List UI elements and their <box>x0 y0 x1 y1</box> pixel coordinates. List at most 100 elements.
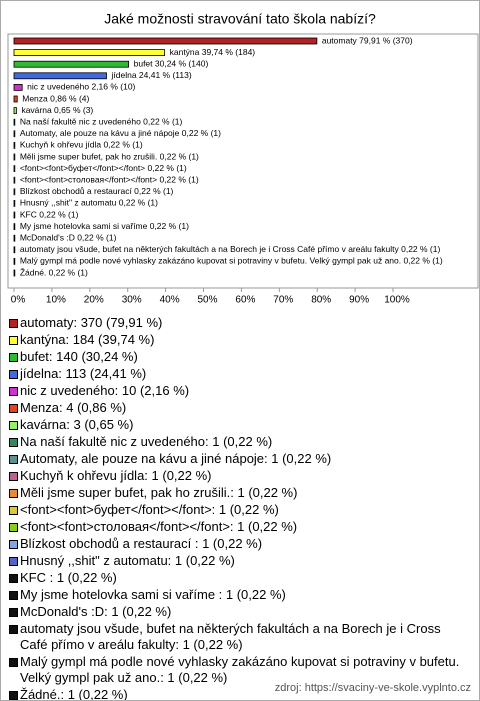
legend-swatch <box>9 404 18 413</box>
legend-swatch <box>9 506 18 515</box>
bar <box>13 223 16 231</box>
bar-label: automaty jsou všude, bufet na některých … <box>20 244 441 254</box>
legend-label: nic z uvedeného: 10 (2,16 %) <box>20 383 190 398</box>
bar-label: Hnusný ,,shit" z automatu 0,22 % (1) <box>20 198 158 208</box>
legend-item: Na naší fakultě nic z uvedeného: 1 (0,22… <box>9 434 464 450</box>
legend-item: Měli jsme super bufet, pak ho zrušili.: … <box>9 485 464 501</box>
x-tick-label: 70% <box>273 295 293 306</box>
legend-item: Malý gympl má podle nové vyhlasky zakázá… <box>9 654 464 686</box>
legend-item: Žádné.: 1 (0,22 %) <box>9 687 464 701</box>
bar-label: KFC 0,22 % (1) <box>20 209 79 219</box>
legend-swatch <box>9 557 18 566</box>
legend-label: automaty jsou všude, bufet na některých … <box>20 621 441 652</box>
legend-item: automaty: 370 (79,91 %) <box>9 315 464 331</box>
legend-item: automaty jsou všude, bufet na některých … <box>9 621 464 653</box>
legend-swatch <box>9 591 18 600</box>
bar-label: <font><font>столовая</font></font> 0,22 … <box>20 174 199 184</box>
legend-item: nic z uvedeného: 10 (2,16 %) <box>9 383 464 399</box>
legend-item: Blízkost obchodů a restaurací : 1 (0,22 … <box>9 536 464 552</box>
bar <box>13 37 318 45</box>
bar <box>13 234 16 242</box>
bar-label: jídelna 24,41 % (113) <box>111 70 192 80</box>
legend-label: <font><font>буфет</font></font>: 1 (0,22… <box>20 502 279 517</box>
bar <box>13 246 16 254</box>
x-tick-label: 40% <box>160 295 180 306</box>
x-tick-label: 80% <box>311 295 331 306</box>
legend-swatch <box>9 608 18 617</box>
bar <box>13 199 16 207</box>
legend-label: McDonald's :D: 1 (0,22 %) <box>20 604 172 619</box>
legend-swatch <box>9 455 18 464</box>
legend-swatch <box>9 438 18 447</box>
source: zdroj: https://svaciny-ve-skole.vyplnto.… <box>274 682 471 694</box>
legend-label: Menza: 4 (0,86 %) <box>20 400 127 415</box>
legend-swatch <box>9 472 18 481</box>
legend-item: McDonald's :D: 1 (0,22 %) <box>9 604 464 620</box>
chart-title: Jaké možnosti stravování tato škola nabí… <box>104 11 376 27</box>
bar <box>13 95 18 103</box>
bar-label: Na naší fakultě nic z uvedeného 0,22 % (… <box>20 116 183 126</box>
bar-label: Menza 0,86 % (4) <box>22 93 89 103</box>
legend-item: kavárna: 3 (0,65 %) <box>9 417 464 433</box>
bar-label: Malý gympl má podle nové vyhlasky zakázá… <box>20 256 443 266</box>
bar-label: kavárna 0,65 % (3) <box>21 105 93 115</box>
legend-swatch <box>9 540 18 549</box>
legend-label: My jsme hotelovka sami si vaříme : 1 (0,… <box>20 587 286 602</box>
bar <box>13 130 16 138</box>
legend-swatch <box>9 625 18 634</box>
legend-item: Menza: 4 (0,86 %) <box>9 400 464 416</box>
x-tick-label: 20% <box>84 295 104 306</box>
bar-label: Měli jsme super bufet, pak ho zrušili. 0… <box>20 151 199 161</box>
legend-swatch <box>9 387 18 396</box>
legend-item: jídelna: 113 (24,41 %) <box>9 366 464 382</box>
x-tick-label: 30% <box>122 295 142 306</box>
legend-label: Žádné.: 1 (0,22 %) <box>20 687 128 701</box>
legend-item: Hnusný ,,shit" z automatu: 1 (0,22 %) <box>9 553 464 569</box>
bar <box>13 107 17 114</box>
legend-swatch <box>9 523 18 532</box>
legend-item: My jsme hotelovka sami si vaříme : 1 (0,… <box>9 587 464 603</box>
legend-label: bufet: 140 (30,24 %) <box>20 349 138 364</box>
bar-label: automaty 79,91 % (370) <box>322 35 413 45</box>
bar-label: nic z uvedeného 2,16 % (10) <box>27 82 135 92</box>
chart: Jaké možnosti stravování tato škola nabí… <box>7 11 479 306</box>
legend-item: Kuchyň k ohřevu jídla: 1 (0,22 %) <box>9 468 464 484</box>
legend-swatch <box>9 370 18 379</box>
bar <box>13 118 16 126</box>
legend-swatch <box>9 353 18 362</box>
legend-label: Blízkost obchodů a restaurací : 1 (0,22 … <box>20 536 263 551</box>
bar-label: Blízkost obchodů a restaurací 0,22 % (1) <box>20 186 174 196</box>
bar-label: kantýna 39,74 % (184) <box>170 47 256 57</box>
legend-item: Automaty, ale pouze na kávu a jiné nápoj… <box>9 451 464 467</box>
bar <box>13 176 16 184</box>
x-tick-label: 0% <box>11 295 26 306</box>
bar <box>13 60 130 68</box>
bar-label: My jsme hotelovka sami si vaříme 0,22 % … <box>20 221 189 231</box>
legend-swatch <box>9 489 18 498</box>
bar-label: Automaty, ale pouze na kávu a jiné nápoj… <box>20 128 221 138</box>
legend-item: kantýna: 184 (39,74 %) <box>9 332 464 348</box>
legend-item: <font><font>столовая</font></font>: 1 (0… <box>9 519 464 535</box>
legend-label: jídelna: 113 (24,41 %) <box>20 366 147 381</box>
legend-label: KFC : 1 (0,22 %) <box>20 570 117 585</box>
legend-label: Kuchyň k ohřevu jídla: 1 (0,22 %) <box>20 468 212 483</box>
legend-label: kantýna: 184 (39,74 %) <box>20 332 155 347</box>
bar-label: Žádné. 0,22 % (1) <box>20 267 88 277</box>
bar-label: <font><font>буфет</font></font> 0,22 % (… <box>20 163 187 173</box>
x-tick-label: 60% <box>235 295 255 306</box>
legend-label: <font><font>столовая</font></font>: 1 (0… <box>20 519 298 534</box>
bar-label: bufet 30,24 % (140) <box>134 58 209 68</box>
legend-swatch <box>9 336 18 345</box>
bar <box>13 72 107 80</box>
legend-label: automaty: 370 (79,91 %) <box>20 315 163 330</box>
legend-label: Automaty, ale pouze na kávu a jiné nápoj… <box>20 451 332 466</box>
x-tick-label: 10% <box>46 295 66 306</box>
bar-label: McDonald's :D 0,22 % (1) <box>20 232 117 242</box>
legend-item: <font><font>буфет</font></font>: 1 (0,22… <box>9 502 464 518</box>
bar <box>13 84 23 91</box>
legend-item: bufet: 140 (30,24 %) <box>9 349 464 365</box>
legend-swatch <box>9 574 18 583</box>
legend-swatch <box>9 421 18 430</box>
legend-swatch <box>9 319 18 328</box>
